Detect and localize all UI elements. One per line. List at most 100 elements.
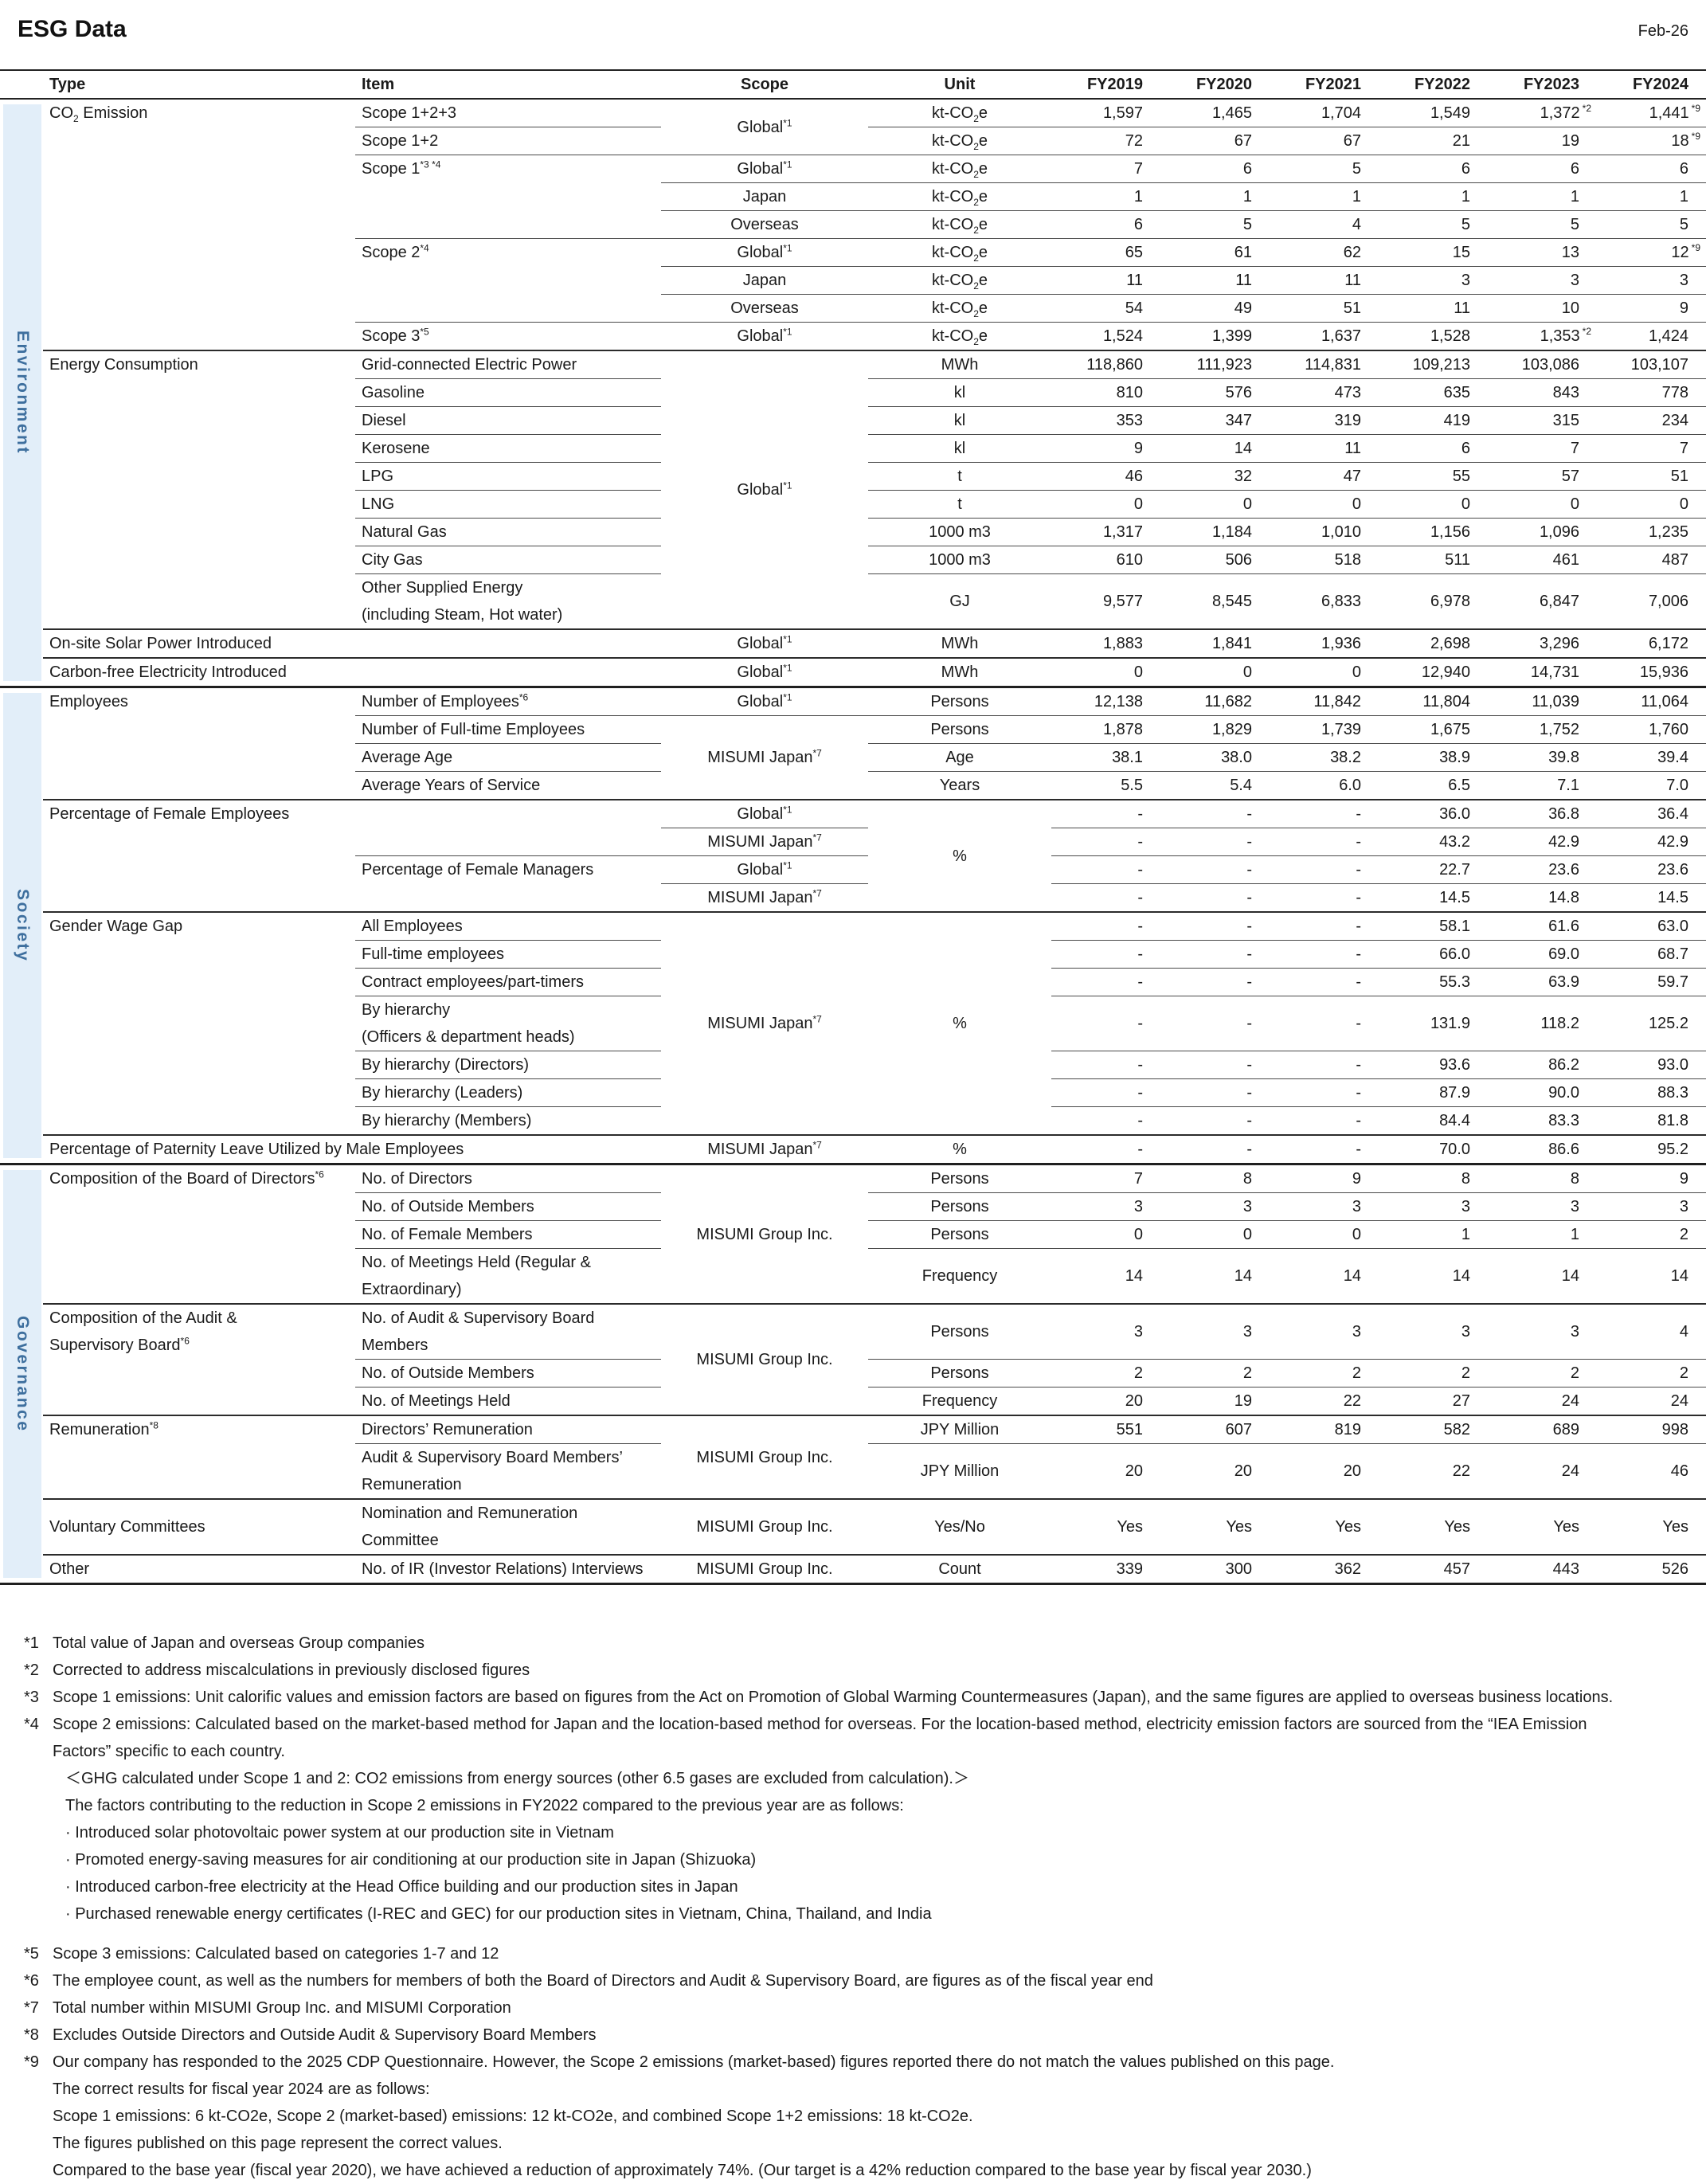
unit-cell: Frequency xyxy=(868,1387,1051,1416)
unit-cell: MWh xyxy=(868,350,1051,379)
value-cell: 6,833 xyxy=(1270,573,1379,630)
footnote-line: Factors” specific to each country. xyxy=(53,1743,285,1760)
value-cell: - xyxy=(1051,800,1160,828)
unit-cell: kt-CO2e xyxy=(868,266,1051,295)
table-row: No. of Female Members Persons 0 0 0 1 1 2 xyxy=(0,1220,1706,1249)
scope-cell: Overseas xyxy=(661,294,868,323)
value-cell: Yes xyxy=(1051,1499,1160,1556)
value-cell: 1,760 xyxy=(1597,715,1706,744)
value-cell: 1,883 xyxy=(1051,629,1160,659)
value-cell: 19 xyxy=(1160,1387,1270,1416)
type-cell: Other xyxy=(43,1555,355,1585)
value-cell: 36.0 xyxy=(1379,800,1488,828)
value-cell: 86.6 xyxy=(1488,1135,1597,1165)
value-cell: 1 xyxy=(1270,182,1379,211)
value-cell: - xyxy=(1160,940,1270,969)
value-cell: 1 xyxy=(1051,182,1160,211)
value-cell: 506 xyxy=(1160,546,1270,574)
table-row: City Gas 1000 m3 610 506 518 511 461 487 xyxy=(0,546,1706,574)
footnote-line: The factors contributing to the reductio… xyxy=(65,1797,904,1814)
value-cell: - xyxy=(1160,996,1270,1051)
table-row: Diesel kl 353 347 319 419 315 234 xyxy=(0,406,1706,435)
value-cell: 42.9 xyxy=(1597,828,1706,856)
value-cell: 7 xyxy=(1488,434,1597,463)
table-row: Remuneration*8 Directors’ Remuneration MIS… xyxy=(0,1415,1706,1500)
value-cell: - xyxy=(1270,800,1379,828)
unit-cell: Persons xyxy=(868,1192,1051,1221)
footnote-line: ＜GHG calculated under Scope 1 and 2: CO2… xyxy=(65,1770,969,1787)
unit-cell: Persons xyxy=(868,1304,1051,1360)
scope-cell: MISUMI Japan*7 xyxy=(661,912,868,1136)
item-cell: By hierarchy (Directors) xyxy=(355,1051,661,1079)
value-cell: 24 xyxy=(1597,1387,1706,1416)
value-cell: 2 xyxy=(1160,1359,1270,1388)
unit-cell: Age xyxy=(868,743,1051,772)
value-cell: 11,064 xyxy=(1597,687,1706,716)
scope-cell: Global*1 xyxy=(661,687,868,716)
table-row: Contract employees/part-timers - - -55.3 63.… xyxy=(0,968,1706,996)
table-row: No. of Outside Members Persons 3 3 3 3 3 3 xyxy=(0,1192,1706,1221)
unit-cell: kl xyxy=(868,406,1051,435)
footnote-line: *3 Scope 1 emissions: Unit calorific valu… xyxy=(24,1684,1682,1711)
table-row: By hierarchy (Leaders) - - -87.9 90.0 88.3 xyxy=(0,1078,1706,1107)
value-cell: - xyxy=(1270,996,1379,1051)
value-cell: 315 xyxy=(1488,406,1597,435)
value-cell: 234 xyxy=(1597,406,1706,435)
value-cell: 47 xyxy=(1270,462,1379,491)
item-cell: All Employees xyxy=(355,912,661,941)
unit-cell: Persons xyxy=(868,1220,1051,1249)
value-cell: 511 xyxy=(1379,546,1488,574)
value-cell: 1,353 *2 xyxy=(1488,322,1597,351)
value-cell: 1,156 xyxy=(1379,518,1488,546)
value-cell: - xyxy=(1051,1106,1160,1136)
value-cell: 582 xyxy=(1379,1415,1488,1444)
value-cell: 1,878 xyxy=(1051,715,1160,744)
value-cell: 5 xyxy=(1160,210,1270,239)
value-cell: 87.9 xyxy=(1379,1078,1488,1107)
value-cell: 65 xyxy=(1051,238,1160,267)
value-cell: 0 xyxy=(1160,658,1270,688)
value-cell: 14 xyxy=(1160,434,1270,463)
table-row: Japan kt-CO2e 11 11 11 3 3 3 xyxy=(0,266,1706,295)
value-cell: 1,010 xyxy=(1270,518,1379,546)
value-cell: 11,804 xyxy=(1379,687,1488,716)
footnote-text: Scope 1 emissions: Unit calorific values… xyxy=(53,1689,1614,1706)
value-cell: 12 *9 xyxy=(1597,238,1706,267)
table-row: No. of Meetings Held Frequency 20 19 22 27 24 2… xyxy=(0,1387,1706,1416)
unit-cell: Yes/No xyxy=(868,1499,1051,1556)
value-cell: 57 xyxy=(1488,462,1597,491)
value-cell: - xyxy=(1270,883,1379,913)
value-cell: 6 xyxy=(1160,155,1270,183)
footnote-line: *2 Corrected to address miscalculations i… xyxy=(24,1657,1682,1684)
value-cell: - xyxy=(1160,912,1270,941)
unit-cell: kt-CO2e xyxy=(868,210,1051,239)
value-cell: 1,549 xyxy=(1379,99,1488,127)
type-cell: Percentage of Paternity Leave Utilized b… xyxy=(43,1135,661,1165)
footnote-marker: *5 xyxy=(24,1945,39,1963)
item-cell: Scope 3*5 xyxy=(355,322,661,351)
table-row: Number of Full-time Employees MISUMI Japa… xyxy=(0,715,1706,800)
value-cell: 2 xyxy=(1379,1359,1488,1388)
unit-cell: Persons xyxy=(868,687,1051,716)
value-cell: 6,172 xyxy=(1597,629,1706,659)
table-row: Energy Consumption Grid-connected Electri… xyxy=(0,350,1706,630)
value-cell: 0 xyxy=(1270,658,1379,688)
footnote-marker: *6 xyxy=(24,1972,39,1990)
value-cell: 20 xyxy=(1270,1443,1379,1500)
value-cell: 118.2 xyxy=(1488,996,1597,1051)
footnote-line: *9 Our company has responded to the 2025 … xyxy=(24,2049,1682,2076)
value-cell: - xyxy=(1160,855,1270,884)
value-cell: 72 xyxy=(1051,127,1160,155)
footnote-text: Total number within MISUMI Group Inc. an… xyxy=(53,1999,511,2017)
value-cell: 2 xyxy=(1597,1220,1706,1249)
value-cell: 487 xyxy=(1597,546,1706,574)
table-row: Average Years of Service Years 5.5 5.4 6.0 6.… xyxy=(0,771,1706,800)
footnote-text: Scope 2 emissions: Calculated based on t… xyxy=(53,1716,1587,1733)
value-cell: 2 xyxy=(1051,1359,1160,1388)
unit-cell: kt-CO2e xyxy=(868,99,1051,127)
item-cell: LPG xyxy=(355,462,661,491)
value-cell: 1 xyxy=(1379,182,1488,211)
value-cell: 3 xyxy=(1270,1304,1379,1360)
unit-cell: 1000 m3 xyxy=(868,518,1051,546)
item-cell: No. of IR (Investor Relations) Interview… xyxy=(355,1555,661,1585)
